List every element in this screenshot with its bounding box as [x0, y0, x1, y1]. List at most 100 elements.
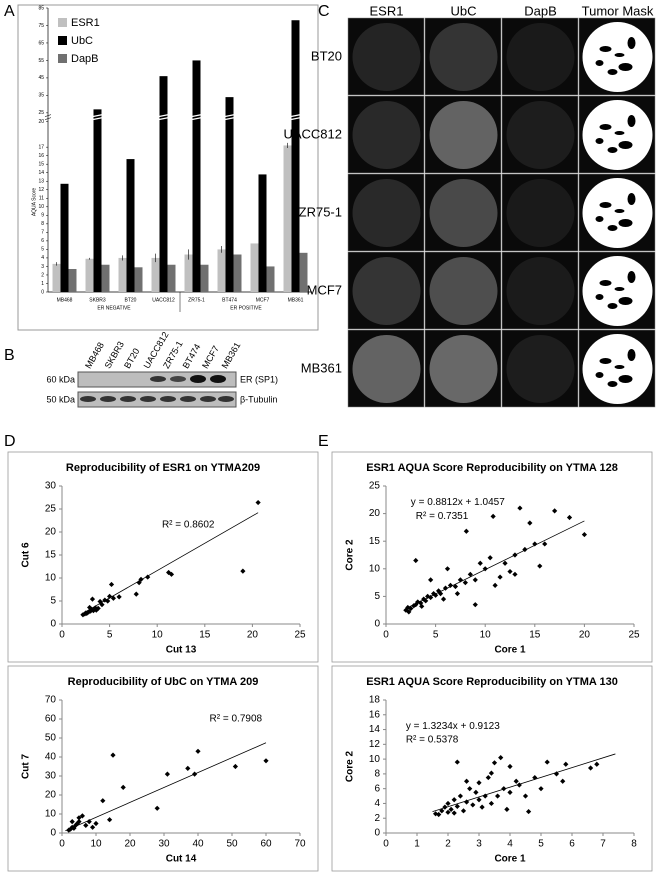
y-tick-label: 20	[369, 508, 381, 519]
legend-swatch	[58, 18, 67, 27]
point	[93, 820, 99, 827]
point	[105, 598, 111, 604]
point	[479, 804, 485, 810]
point	[69, 819, 75, 825]
y-tick-label: 16	[369, 709, 381, 720]
point	[517, 505, 523, 511]
point	[542, 541, 548, 547]
y-tick-label: 0	[374, 619, 380, 630]
bar	[93, 109, 102, 293]
point	[492, 582, 498, 588]
y-tick-label: 1	[41, 281, 44, 287]
protein-label: ER (SP1)	[240, 374, 278, 384]
y-axis-label: Cut 6	[21, 542, 32, 567]
band	[80, 396, 96, 402]
mask-gap	[607, 381, 618, 387]
y-tick-label: 2	[374, 813, 380, 824]
point	[513, 778, 519, 784]
point	[66, 827, 72, 833]
point	[433, 811, 439, 817]
y-tick-label: 25	[369, 481, 381, 492]
tumor-mask	[582, 100, 653, 170]
trendline	[80, 512, 259, 615]
mask-gap	[607, 147, 618, 153]
legend-swatch	[58, 36, 67, 45]
y-tick-label: 16	[38, 153, 44, 159]
mask-gap	[627, 115, 636, 127]
x-tick-label: 20	[247, 630, 259, 641]
y-tick-label: 6	[41, 238, 44, 244]
trendline	[65, 742, 267, 832]
annotation: R² = 0.8602	[162, 519, 215, 530]
point	[504, 806, 510, 812]
x-tick-label: 50	[226, 839, 238, 850]
y-axis-label: Core 2	[345, 751, 356, 783]
legend-swatch	[58, 54, 67, 63]
tissue-core	[352, 257, 421, 325]
y-tick-label: 15	[369, 536, 381, 547]
mask-gap	[595, 216, 604, 222]
point	[419, 603, 425, 609]
bar	[118, 257, 127, 292]
point	[437, 591, 444, 597]
point	[413, 557, 419, 564]
point	[507, 789, 513, 795]
band	[180, 396, 196, 402]
point	[408, 605, 414, 612]
bar	[184, 254, 193, 292]
point	[120, 784, 126, 790]
x-axis-label: Cut 14	[166, 854, 197, 865]
x-tick-label: ZR75-1	[188, 297, 205, 303]
tissue-core	[429, 257, 498, 325]
y-tick-label: 12	[38, 187, 44, 193]
bar	[60, 183, 69, 292]
point	[108, 581, 115, 588]
x-tick-label: 6	[569, 839, 575, 850]
band	[218, 396, 234, 402]
point	[255, 499, 261, 506]
point	[467, 786, 473, 792]
point	[100, 798, 106, 804]
y-tick-label: 50	[45, 733, 57, 744]
x-tick-label: BT474	[222, 297, 237, 303]
bar	[126, 159, 135, 292]
tissue-core	[506, 257, 575, 325]
tissue-core	[429, 335, 498, 403]
point	[454, 803, 460, 809]
point	[403, 607, 409, 613]
point	[538, 786, 544, 792]
tissue-core	[429, 179, 498, 247]
point	[560, 778, 566, 784]
point	[232, 763, 238, 770]
tissue-core	[352, 23, 421, 91]
point	[87, 604, 93, 611]
point	[145, 574, 151, 580]
mask-gap	[595, 138, 604, 144]
y-tick-label: 15	[38, 162, 44, 168]
legend-label: DapB	[71, 53, 99, 65]
x-axis-label: Core 1	[494, 854, 526, 865]
mask-gap	[618, 141, 633, 149]
y-tick-label: 8	[374, 769, 380, 780]
y-tick-label: 18	[369, 695, 381, 706]
point	[444, 566, 451, 572]
tissue-core	[352, 179, 421, 247]
point	[154, 805, 160, 811]
trendline	[405, 520, 585, 609]
tissue-core	[506, 179, 575, 247]
y-tick-label: 9	[41, 213, 44, 219]
point	[472, 602, 478, 608]
tissue-core	[429, 23, 498, 91]
axis-break	[92, 114, 103, 121]
point	[95, 605, 101, 611]
bar	[151, 257, 160, 292]
point	[476, 780, 482, 786]
point	[464, 799, 470, 805]
point	[451, 810, 457, 816]
x-tick-label: 25	[294, 630, 306, 641]
bar	[159, 76, 168, 292]
y-tick-label: 10	[45, 573, 57, 584]
y-tick-label: 0	[50, 619, 56, 630]
chart-frame	[7, 451, 319, 663]
